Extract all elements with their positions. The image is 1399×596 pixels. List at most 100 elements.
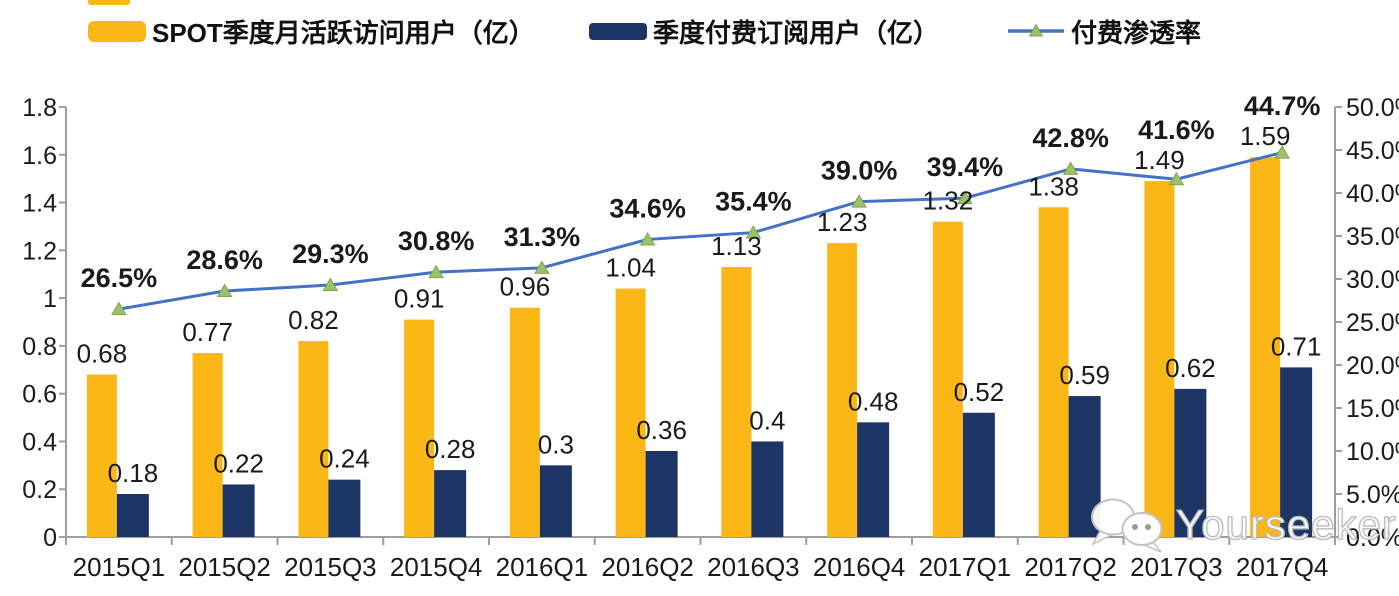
- left-axis-tick-label: 0.2: [22, 476, 57, 504]
- mau-legend-label: SPOT季度月活跃访问用户（亿）: [152, 17, 535, 48]
- mau-bar: [192, 353, 223, 537]
- subscribers-value-label: 0.4: [749, 405, 785, 435]
- penetration-marker: [322, 277, 339, 292]
- x-axis-category-label: 2015Q4: [390, 552, 483, 582]
- penetration-marker: [534, 260, 550, 274]
- mau-value-label: 1.49: [1134, 145, 1185, 175]
- mau-value-label: 1.04: [605, 253, 656, 283]
- legend-item-mau: SPOT季度月活跃访问用户（亿）: [88, 17, 535, 48]
- subscribers-value-label: 0.24: [319, 444, 370, 474]
- subscribers-value-label: 0.48: [848, 386, 899, 416]
- mau-legend-swatch: [88, 20, 146, 42]
- penetration-marker: [428, 264, 444, 279]
- mau-value-label: 0.96: [500, 272, 551, 302]
- subscribers-value-label: 0.52: [954, 377, 1005, 407]
- right-axis-tick-label: 35.0%: [1346, 223, 1399, 251]
- left-axis-tick-label: 1.6: [22, 142, 57, 170]
- subscribers-bar: [434, 470, 467, 537]
- mau-value-label: 0.82: [288, 305, 339, 335]
- x-axis-category-label: 2016Q3: [707, 552, 800, 582]
- mau-bar: [86, 374, 117, 537]
- left-axis-tick-label: 1: [43, 285, 57, 313]
- penetration-value-label: 39.0%: [821, 156, 898, 186]
- right-axis-tick-label: 5.0%: [1346, 481, 1399, 509]
- subscribers-bar: [539, 465, 572, 537]
- penetration-value-label: 26.5%: [81, 263, 158, 293]
- mau-value-label: 1.13: [711, 231, 762, 261]
- subscribers-bar: [116, 494, 149, 537]
- penetration-value-label: 28.6%: [186, 245, 263, 275]
- x-axis-category-label: 2017Q2: [1024, 552, 1117, 582]
- penetration-value-label: 44.7%: [1244, 91, 1321, 121]
- right-axis-tick-label: 25.0%: [1346, 309, 1399, 337]
- right-axis-tick-label: 20.0%: [1346, 352, 1399, 380]
- subscribers-bar: [222, 484, 255, 537]
- x-axis-category-label: 2017Q1: [919, 552, 1012, 582]
- penetration-marker: [111, 301, 127, 316]
- penetration-value-label: 31.3%: [504, 222, 581, 252]
- left-axis-tick-label: 1.2: [22, 237, 57, 265]
- mau-value-label: 0.68: [77, 339, 128, 369]
- mau-value-label: 0.91: [394, 284, 445, 314]
- cropped-yellow-sliver: [88, 0, 130, 5]
- mau-bar: [298, 341, 329, 537]
- penetration-value-label: 41.6%: [1138, 115, 1215, 145]
- left-axis-tick-label: 0.6: [22, 381, 57, 409]
- subscribers-bar: [1280, 367, 1313, 537]
- penetration-marker: [1274, 145, 1290, 159]
- mau-bar: [404, 319, 435, 537]
- subscribers-value-label: 0.3: [538, 429, 574, 459]
- penetration-marker: [851, 194, 867, 208]
- legend-item-penetration: 付费渗透率: [1007, 17, 1201, 48]
- left-axis-tick-label: 0.8: [22, 333, 57, 361]
- mau-bar: [615, 288, 646, 537]
- left-axis-tick-label: 0: [43, 524, 57, 552]
- penetration-legend-label: 付费渗透率: [1071, 17, 1202, 48]
- subscribers-value-label: 0.59: [1059, 360, 1110, 390]
- x-axis-category-label: 2017Q4: [1236, 552, 1329, 582]
- penetration-value-label: 34.6%: [609, 193, 686, 223]
- mau-value-label: 0.77: [182, 317, 233, 347]
- subscribers-value-label: 0.18: [108, 458, 159, 488]
- mau-bar: [1144, 181, 1175, 538]
- subscribers-bar: [1174, 388, 1207, 537]
- subscribers-bar: [857, 422, 890, 537]
- subscribers-legend-swatch: [589, 22, 647, 40]
- subscribers-legend-label: 季度付费订阅用户（亿）: [653, 17, 940, 48]
- x-axis-category-label: 2016Q2: [601, 552, 694, 582]
- subscribers-bar: [328, 479, 361, 537]
- x-axis-category-label: 2017Q3: [1130, 552, 1223, 582]
- mau-value-label: 1.59: [1240, 121, 1291, 151]
- subscribers-value-label: 0.71: [1271, 331, 1322, 361]
- penetration-value-label: 39.4%: [927, 152, 1004, 182]
- right-axis-tick-label: 30.0%: [1346, 266, 1399, 294]
- x-axis-category-label: 2016Q4: [813, 552, 906, 582]
- penetration-value-label: 29.3%: [292, 239, 369, 269]
- left-axis-tick-label: 1.4: [22, 190, 57, 218]
- right-axis-tick-label: 50.0%: [1346, 94, 1399, 122]
- penetration-line-icon: [1008, 23, 1064, 37]
- penetration-value-label: 35.4%: [715, 187, 792, 217]
- penetration-marker: [745, 225, 762, 239]
- subscribers-value-label: 0.62: [1165, 353, 1216, 383]
- mau-bar: [1038, 207, 1069, 538]
- mau-bar: [932, 221, 963, 537]
- right-axis-tick-label: 10.0%: [1346, 438, 1399, 466]
- right-axis-tick-label: 45.0%: [1346, 137, 1399, 165]
- penetration-marker: [1168, 171, 1185, 186]
- left-axis-tick-label: 1.8: [22, 94, 57, 122]
- subscribers-value-label: 0.36: [636, 415, 687, 445]
- mau-bar: [721, 267, 752, 537]
- subscribers-bar: [751, 441, 784, 537]
- subscribers-value-label: 0.22: [213, 448, 264, 478]
- penetration-marker: [216, 283, 233, 298]
- subscribers-bar: [962, 412, 995, 537]
- penetration-marker: [1062, 161, 1079, 175]
- mau-bar: [827, 243, 858, 537]
- left-axis-tick-label: 0.4: [22, 428, 57, 456]
- legend-item-subscribers: 季度付费订阅用户（亿）: [589, 17, 939, 48]
- subscribers-bar: [645, 451, 678, 537]
- x-axis-category-label: 2015Q3: [284, 552, 377, 582]
